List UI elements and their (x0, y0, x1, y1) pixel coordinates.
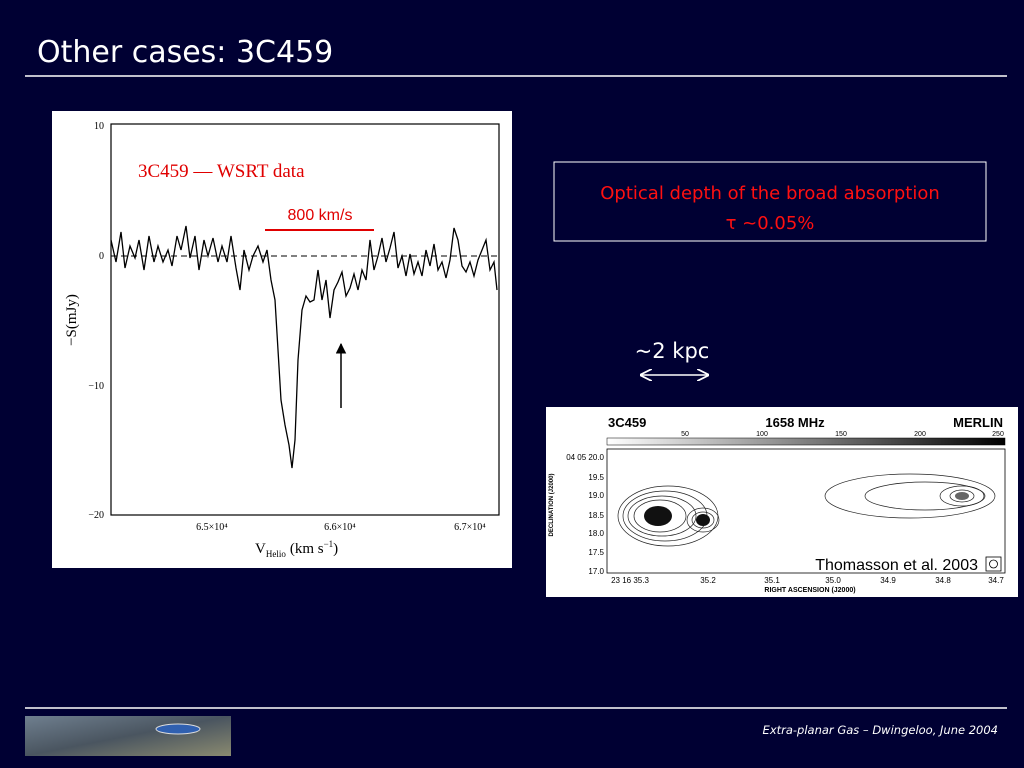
figure-background (52, 111, 512, 568)
colorbar-tick: 250 (992, 431, 1004, 438)
note-line: τ ~0.05% (726, 213, 815, 234)
map-source: 3C459 (608, 415, 646, 430)
colorbar-tick: 50 (681, 431, 689, 438)
y-tick-label: −10 (88, 381, 104, 392)
colorbar (606, 437, 1006, 446)
colorbar-tick: 100 (756, 431, 768, 438)
ra-tick: 35.1 (764, 576, 780, 585)
y-tick-label: −20 (88, 510, 104, 521)
map-x-axis-label: RIGHT ASCENSION (J2000) (764, 587, 855, 594)
x-axis-label: VHelio (km s−1) (255, 539, 338, 559)
dec-tick: 04 05 20.0 (566, 453, 604, 462)
colorbar-tick: 200 (914, 431, 926, 438)
map-credit: Thomasson et al. 2003 (815, 557, 978, 574)
x-tick-label: 6.7×10⁴ (454, 522, 486, 533)
core-blob (696, 514, 710, 526)
x-tick-label: 6.6×10⁴ (324, 522, 356, 533)
note-box (553, 161, 987, 242)
spectrum-line (110, 225, 498, 469)
plot-frame (110, 123, 500, 516)
contours (617, 473, 996, 547)
footer-logo (25, 716, 231, 756)
ra-tick: 23 16 35.3 (611, 576, 649, 585)
spectrum-figure: 3C459 — WSRT data 800 km/s 10 0 −10 −20 … (52, 111, 512, 568)
radio-map: 3C459 1658 MHz MERLIN 50 100 150 200 250… (546, 407, 1018, 597)
footer-text: Extra-planar Gas – Dwingeloo, June 2004 (763, 723, 998, 737)
y-axis-label: −S(mJy) (64, 294, 80, 346)
colorbar-tick: 150 (835, 431, 847, 438)
beam (989, 559, 998, 569)
x-axis-label-sub: Helio (266, 549, 286, 559)
ra-tick: 35.0 (825, 576, 841, 585)
map-y-axis-label: DECLINATION (J2000) (549, 474, 555, 537)
scale-label: ~2 kpc (635, 339, 710, 363)
map-instrument: MERLIN (953, 415, 1003, 430)
dec-tick: 19.5 (588, 473, 604, 482)
y-tick-label: 0 (99, 251, 104, 262)
dec-tick: 18.5 (588, 511, 604, 520)
core-blob (644, 506, 672, 526)
x-tick-label: 6.5×10⁴ (196, 522, 228, 533)
x-axis-label-main: V (255, 541, 266, 557)
x-axis-label-unit: (km s (290, 541, 324, 557)
x-axis-label-close: ) (333, 541, 338, 557)
x-axis-label-sup: −1 (324, 539, 334, 549)
ra-tick: 34.7 (988, 576, 1004, 585)
ra-tick: 34.9 (880, 576, 896, 585)
map-frame (606, 448, 1006, 574)
note-line: Optical depth of the broad absorption (600, 183, 940, 204)
y-tick-label: 10 (94, 121, 104, 132)
map-frequency: 1658 MHz (765, 415, 825, 430)
dec-tick: 17.5 (588, 548, 604, 557)
dec-tick: 19.0 (588, 491, 604, 500)
width-note: 800 km/s (288, 207, 353, 224)
logo-badge (155, 723, 201, 735)
figure-label: 3C459 — WSRT data (138, 161, 305, 182)
ra-tick: 35.2 (700, 576, 716, 585)
lobe-blob (955, 492, 969, 500)
ra-tick: 34.8 (935, 576, 951, 585)
dec-tick: 18.0 (588, 529, 604, 538)
dec-tick: 17.0 (588, 567, 604, 576)
slide-title: Other cases: 3C459 (37, 35, 333, 70)
beam-box (985, 556, 1002, 572)
